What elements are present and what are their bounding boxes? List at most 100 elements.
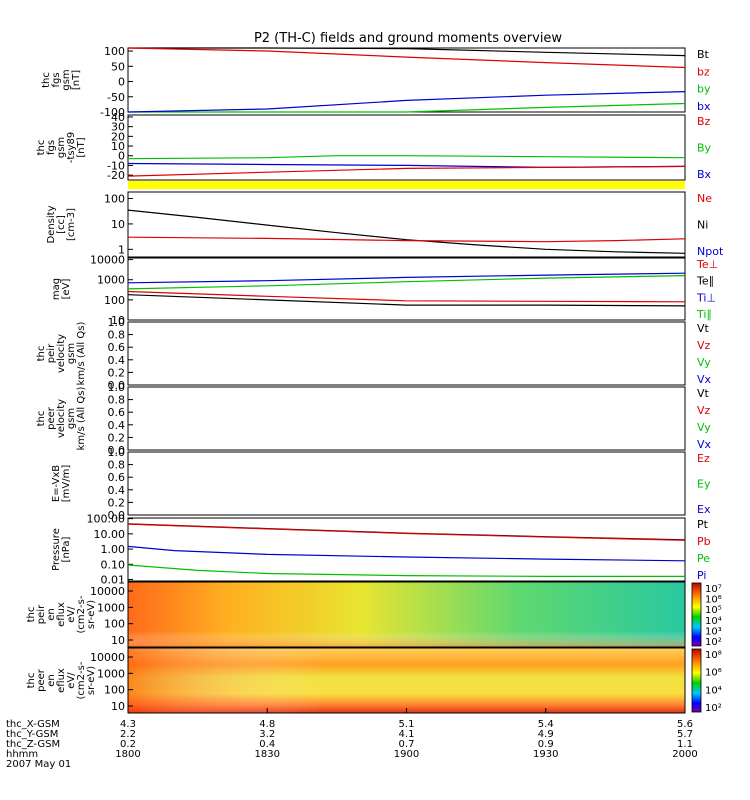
ion-eflux-ylabel: sr-eV) — [86, 600, 97, 629]
temperature-series-red — [127, 290, 686, 303]
ion-eflux-frame — [127, 581, 686, 648]
pressure-ytick-label: 10.00 — [94, 528, 126, 541]
x-row-value: 0.9 — [538, 739, 554, 750]
efield-legend-red: Ez — [697, 452, 710, 465]
fgs-dsl-legend-green: By — [697, 142, 712, 155]
electron-velocity-ylabel: velocity — [56, 399, 67, 438]
fgs-dsl-ylabel: [nT] — [76, 137, 87, 157]
x-row-value: 1.1 — [677, 739, 693, 750]
fgs-gsm-ytick-label: 100 — [104, 45, 125, 58]
temperature-ytick-label: 100 — [104, 294, 125, 307]
efield-ytick-label: 0.0 — [108, 509, 126, 522]
electron-velocity-ytick-label: 0.6 — [108, 406, 126, 419]
fgs-gsm-series-green — [128, 102, 686, 113]
fgs-dsl-legend-red: Bz — [697, 115, 711, 128]
density-legend-red: Ne — [697, 192, 712, 205]
x-row-value: 1900 — [394, 749, 419, 760]
ion-velocity-frame — [127, 321, 686, 386]
fgs-dsl-ytick-label: -20 — [107, 169, 125, 182]
panel-pressure: 100.00 10.00 1.00 0.10 0.01 Pressure [nPa] Pt Pb… — [51, 513, 711, 587]
x-row-value: 4.3 — [120, 719, 136, 730]
efield-ytick-label: 0.8 — [108, 459, 126, 472]
ion-velocity-legend-blue: Vx — [697, 373, 712, 386]
x-axis-date: 2007 May 01 — [6, 759, 71, 770]
fgs-dsl-ytick-label: 30 — [111, 121, 125, 134]
ion-velocity-ytick-label: 0.2 — [108, 366, 126, 379]
ion-velocity-legend-red: Vz — [697, 339, 711, 352]
ion-velocity-ylabel: km/s (All Qs) — [76, 322, 87, 386]
fgs-gsm-legend-blue: bx — [697, 100, 711, 113]
electron-eflux-ylabel: eflux — [56, 668, 67, 693]
electron-velocity-ytick-label: 0.0 — [108, 444, 126, 457]
fgs-dsl-ytick-label: 20 — [111, 130, 125, 143]
ion-velocity-ylabel: peir — [46, 343, 57, 363]
electron-eflux-colorbar-tick: 10⁶ — [705, 668, 722, 679]
pressure-ytick-label: 0.01 — [101, 574, 126, 587]
temperature-ytick-label: 1000 — [97, 274, 125, 287]
x-row-label: thc_Z-GSM — [6, 739, 60, 750]
ion-velocity-ylabel: velocity — [56, 334, 67, 373]
density-legend-blue: Npot — [697, 245, 724, 258]
temperature-legend-black: Te∥ — [696, 275, 714, 288]
electron-eflux-ytick-label: 10 — [111, 700, 125, 713]
x-row-label: thc_Y-GSM — [6, 729, 58, 740]
ion-eflux-ytick-label: 100 — [104, 618, 125, 631]
electron-eflux-colorbar-tick: 10⁸ — [705, 650, 722, 661]
electron-velocity-ylabel: km/s (All Qs) — [76, 387, 87, 451]
electron-velocity-ytick-label: 1.0 — [108, 381, 126, 394]
pressure-legend-red: Pb — [697, 535, 711, 548]
x-row-value: 0.7 — [399, 739, 415, 750]
electron-velocity-frame — [127, 386, 686, 451]
ion-eflux-colorbar-tick: 10⁴ — [705, 616, 722, 627]
ion-eflux-ytick-label: 10000 — [90, 585, 125, 598]
density-ytick-label: 1 — [118, 243, 125, 256]
fgs-dsl-ytick-label: 10 — [111, 140, 125, 153]
electron-eflux-ytick-label: 10000 — [90, 651, 125, 664]
pressure-series-red — [127, 523, 686, 541]
ion-eflux-ylabel: peir — [36, 604, 47, 624]
electron-velocity-ytick-label: 0.8 — [108, 394, 126, 407]
x-row-value: 5.1 — [399, 719, 415, 730]
electron-eflux-ytick-label: 1000 — [97, 667, 125, 680]
pressure-legend-green: Pe — [697, 552, 710, 565]
temperature-ytick-label: 10 — [111, 314, 125, 327]
electron-velocity-ylabel: gsm — [66, 408, 77, 429]
electron-eflux-colorbar-tick: 10² — [705, 703, 722, 714]
pressure-ytick-label: 100.00 — [87, 513, 126, 526]
x-row-value: 3.2 — [259, 729, 275, 740]
electron-velocity-ylabel: peer — [46, 406, 57, 430]
efield-ylabel: E=-VxB — [51, 465, 62, 502]
efield-ytick-label: 0.4 — [108, 484, 126, 497]
electron-eflux-ylabel: thc — [26, 673, 37, 689]
ion-eflux-ylabel: (cm2-s- — [76, 595, 87, 633]
electron-velocity-ylabel: thc — [36, 411, 47, 427]
fgs-gsm-series-blue — [127, 91, 686, 113]
x-row-value: 4.8 — [259, 719, 275, 730]
density-frame — [127, 191, 686, 258]
fgs-dsl-series-red — [127, 165, 686, 177]
pressure-legend-blue: Pi — [697, 569, 706, 582]
temperature-legend-blue: Ti⊥ — [696, 291, 716, 304]
ion-eflux-ytick-label: 10 — [111, 634, 125, 647]
x-row-value: 2000 — [672, 749, 697, 760]
fgs-dsl-series-green — [127, 155, 686, 160]
electron-velocity-ytick-label: 0.2 — [108, 431, 126, 444]
fgs-dsl-legend-blue: Bx — [697, 168, 712, 181]
fgs-gsm-ylabel: gsm — [61, 69, 72, 90]
electron-eflux-ylabel: en — [46, 674, 57, 687]
x-row-value: 0.2 — [120, 739, 136, 750]
density-series-red — [127, 236, 686, 243]
electron-velocity-legend-black: Vt — [697, 387, 710, 400]
ion-eflux-colorbar-tick: 10⁷ — [705, 584, 722, 595]
fgs-gsm-legend-black: Bt — [697, 48, 710, 61]
fgs-dsl-frame — [127, 114, 686, 181]
electron-eflux-ytick-label: 100 — [104, 684, 125, 697]
fgs-gsm-ytick-label: -50 — [107, 91, 125, 104]
panel-fgs-gsm: 100 50 0 -50 -100 thc fgs gsm [nT] Bt bz by bx — [41, 45, 711, 119]
ion-velocity-ytick-label: 0.6 — [108, 341, 126, 354]
electron-eflux-colorbar-tick: 10⁴ — [705, 685, 722, 696]
temperature-series-green — [127, 275, 686, 290]
